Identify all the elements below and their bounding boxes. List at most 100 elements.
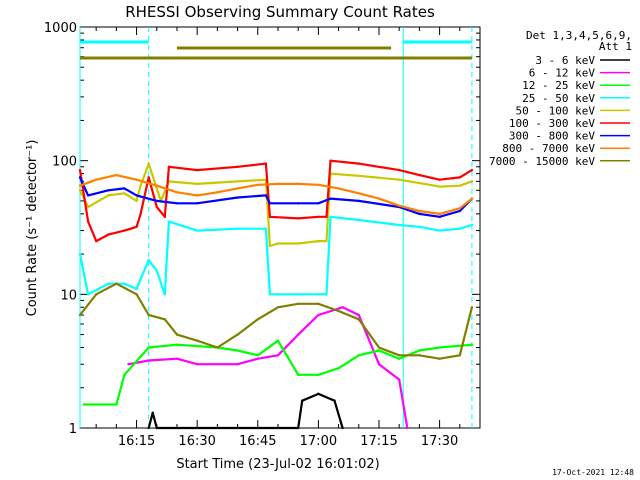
y-tick-label: 10 (60, 288, 77, 303)
data-point (195, 202, 199, 205)
data-point (296, 242, 300, 245)
data-point (438, 178, 441, 181)
data-point (82, 403, 86, 406)
data-point (94, 178, 98, 181)
data-point (357, 218, 360, 222)
data-point (256, 183, 259, 186)
data-point (276, 242, 280, 245)
data-point (317, 215, 320, 219)
data-point (256, 354, 259, 357)
data-point (458, 207, 461, 210)
data-point (78, 184, 82, 187)
data-point (357, 354, 360, 357)
series-line (128, 306, 409, 429)
data-point (418, 225, 421, 229)
data-point (296, 217, 300, 220)
data-point (236, 349, 239, 352)
data-point (438, 229, 441, 232)
data-point (151, 411, 154, 414)
data-point (406, 426, 409, 430)
data-point (438, 212, 441, 216)
data-point (470, 343, 474, 346)
series-0 (147, 392, 344, 430)
y-tick-label: 1 (69, 422, 77, 437)
data-point (296, 293, 300, 296)
data-point (127, 363, 130, 366)
data-point (418, 173, 421, 177)
data-point (296, 426, 300, 430)
data-point (256, 318, 259, 321)
data-point (147, 426, 150, 430)
plot-area: 1 10 100 1000 16:15 16:30 16:45 17:00 17:15 17:30 (44, 21, 481, 449)
data-point (317, 293, 320, 296)
data-point (438, 346, 441, 349)
data-point (458, 184, 461, 187)
data-point (329, 159, 332, 162)
series-3 (78, 215, 474, 296)
data-point (264, 194, 268, 197)
data-point (317, 183, 320, 186)
data-point (357, 318, 360, 321)
data-point (135, 225, 138, 229)
data-point (195, 168, 199, 172)
data-point (264, 162, 268, 165)
data-point (438, 215, 441, 219)
data-point (329, 215, 332, 219)
series-7 (78, 173, 474, 216)
data-point (357, 199, 360, 203)
data-point (337, 367, 340, 370)
data-point (139, 212, 142, 216)
data-point (167, 220, 171, 223)
data-point (276, 182, 280, 186)
data-point (135, 287, 138, 291)
data-point (86, 194, 90, 197)
data-point (115, 282, 118, 285)
data-point (337, 309, 340, 313)
data-point (418, 209, 421, 213)
data-point (123, 373, 126, 377)
legend-entry-label: 50 - 100 keV (516, 104, 596, 117)
data-point (377, 349, 381, 352)
data-point (147, 313, 150, 317)
data-point (236, 187, 239, 190)
data-point (135, 293, 138, 296)
data-point (317, 392, 320, 396)
data-point (325, 239, 328, 243)
data-point (147, 176, 150, 179)
data-point (175, 333, 179, 336)
data-point (216, 346, 219, 349)
data-point (195, 182, 199, 186)
series-6 (78, 176, 474, 219)
x-tick-label: 16:15 (118, 434, 155, 449)
data-point (470, 197, 474, 200)
data-point (333, 399, 336, 402)
data-point (397, 354, 401, 357)
data-point (418, 349, 421, 352)
data-point (175, 357, 179, 360)
x-tick-label: 16:45 (239, 434, 276, 449)
data-point (195, 194, 199, 197)
data-point (236, 196, 239, 199)
data-point (139, 277, 142, 281)
data-point (397, 168, 401, 172)
data-point (357, 162, 360, 165)
y-axis-label: Count Rate (s⁻¹ detector⁻¹) (25, 140, 40, 317)
data-point (268, 215, 272, 219)
data-point (397, 204, 401, 207)
data-point (337, 187, 340, 190)
data-point (341, 426, 344, 430)
series-8 (78, 282, 474, 360)
y-tick-label: 100 (52, 155, 77, 170)
series-line (147, 392, 344, 430)
data-point (357, 313, 360, 317)
series-1 (127, 306, 409, 430)
data-point (175, 202, 179, 205)
x-tick-label: 17:15 (360, 434, 397, 449)
series-line (79, 282, 473, 360)
data-point (296, 373, 300, 377)
data-point (438, 185, 441, 188)
data-point (147, 259, 150, 262)
data-point (264, 227, 268, 230)
data-point (329, 197, 332, 200)
